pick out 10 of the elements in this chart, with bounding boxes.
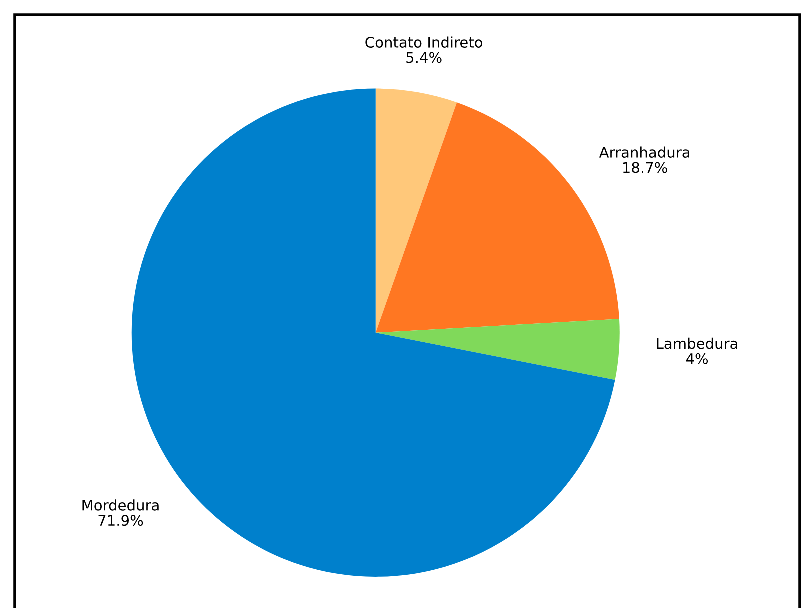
- data-label: 5.4%: [406, 52, 442, 64]
- pie-slice: [376, 88, 458, 333]
- slice-label: Contato Indireto: [366, 36, 482, 48]
- data-label: 4%: [686, 353, 708, 364]
- slice-label: Mordedura: [82, 500, 159, 511]
- slice-label: Arranhadura: [599, 146, 690, 158]
- pie-slice: [376, 319, 620, 380]
- slice-label: Lambedura: [657, 338, 738, 350]
- data-label: 18.7%: [623, 162, 668, 174]
- data-label: 71.9%: [98, 515, 144, 526]
